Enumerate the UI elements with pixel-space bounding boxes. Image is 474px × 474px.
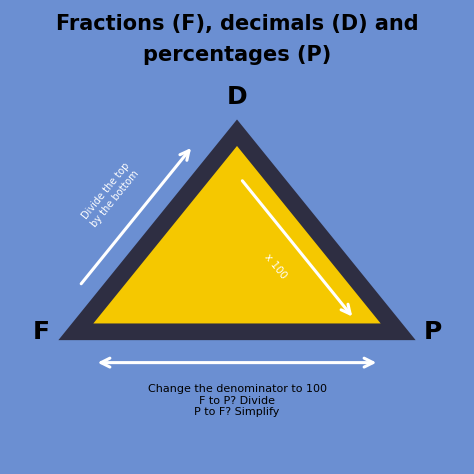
- Text: D: D: [227, 85, 247, 109]
- Text: Fractions (F), decimals (D) and: Fractions (F), decimals (D) and: [55, 14, 419, 34]
- Polygon shape: [76, 133, 398, 332]
- Text: P: P: [424, 320, 443, 344]
- Text: Change the denominator to 100
F to P? Divide
P to F? Simplify: Change the denominator to 100 F to P? Di…: [147, 384, 327, 417]
- Text: Divide the top
by the bottom: Divide the top by the bottom: [80, 161, 141, 229]
- Text: F: F: [33, 320, 50, 344]
- Text: percentages (P): percentages (P): [143, 45, 331, 65]
- Text: x 100: x 100: [262, 252, 288, 281]
